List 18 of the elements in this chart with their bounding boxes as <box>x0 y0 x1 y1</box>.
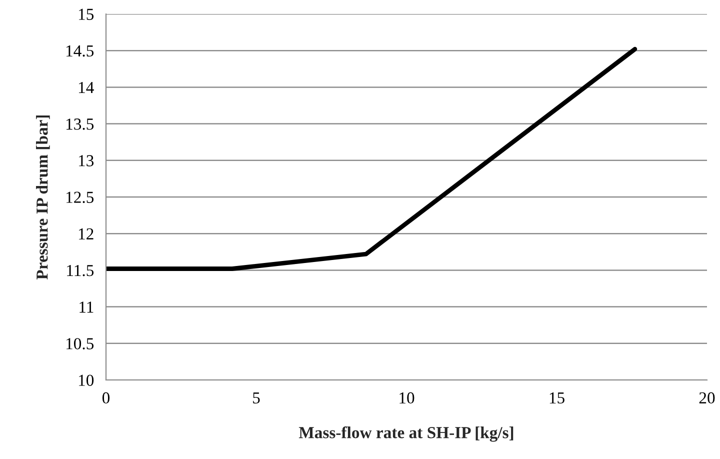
y-tick-label: 12.5 <box>66 192 94 204</box>
x-axis-title: Mass-flow rate at SH-IP [kg/s] <box>298 426 514 442</box>
y-tick-label: 12 <box>78 228 94 240</box>
y-tick-label: 10 <box>78 374 94 386</box>
x-tick-label: 0 <box>102 392 110 404</box>
y-tick-label: 13 <box>78 155 94 166</box>
x-tick-label: 5 <box>253 392 260 404</box>
y-tick-label: 14.5 <box>66 45 94 57</box>
y-tick-label: 14 <box>78 82 94 93</box>
x-tick-label: 15 <box>550 392 564 404</box>
x-tick-label: 10 <box>400 392 414 404</box>
y-tick-label: 11 <box>80 302 94 313</box>
y-tick-label: 10.5 <box>66 338 94 350</box>
y-tick-label: 11.5 <box>67 264 94 276</box>
y-tick-label: 13.5 <box>66 118 94 130</box>
x-tick-label: 20 <box>699 392 715 404</box>
y-tick-label: 15 <box>78 8 94 20</box>
y-axis-title: Pressure IP drum [bar] <box>36 115 50 280</box>
